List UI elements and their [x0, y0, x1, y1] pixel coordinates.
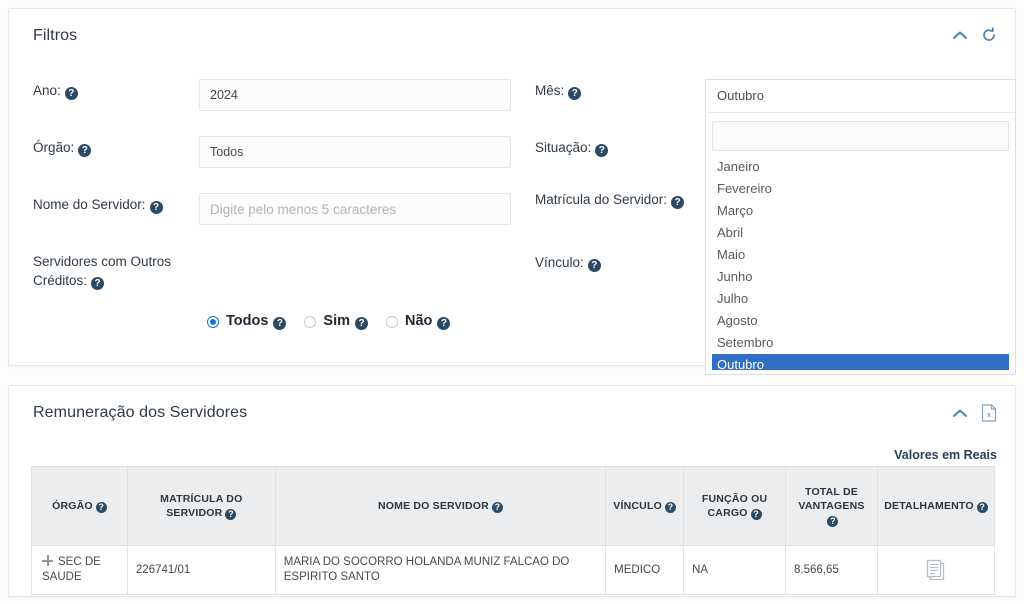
- label-orgao: Órgão:?: [33, 138, 92, 157]
- excel-export-icon[interactable]: x: [981, 404, 997, 422]
- col-header-detalhamento[interactable]: DETALHAMENTO?: [876, 466, 996, 546]
- mes-select-display[interactable]: Outubro: [705, 79, 1016, 112]
- help-icon-orgao[interactable]: ?: [78, 144, 92, 157]
- help-icon-outros-creditos[interactable]: ?: [91, 277, 105, 290]
- table-header-row: ÓRGÃO? MATRÍCULA DO SERVIDOR? NOME DO SE…: [31, 466, 996, 546]
- expand-plus-icon[interactable]: [42, 555, 53, 566]
- radio-nao[interactable]: [386, 315, 399, 328]
- help-icon-col-nome[interactable]: ?: [491, 502, 503, 513]
- radio-todos[interactable]: [207, 315, 219, 328]
- radio-sim[interactable]: [304, 315, 317, 328]
- label-vinculo: Vínculo:?: [535, 253, 601, 272]
- filtros-panel: Filtros Ano:? Órgão:? N: [8, 8, 1016, 375]
- filtros-panel-actions: [952, 27, 997, 43]
- help-icon-col-total-vantagens[interactable]: ?: [827, 516, 839, 527]
- cell-matricula: 226741/01: [126, 545, 276, 595]
- table-row: SEC DE SAUDE 226741/01 MARIA DO SOCORRO …: [31, 545, 996, 595]
- filtros-panel-title: Filtros: [33, 27, 78, 44]
- help-icon-vinculo[interactable]: ?: [587, 259, 601, 272]
- mes-dropdown-option-list[interactable]: Janeiro Fevereiro Março Abril Maio Junho…: [712, 156, 1009, 370]
- help-icon-radio-sim[interactable]: ?: [355, 317, 369, 330]
- col-header-vinculo[interactable]: VÍNCULO?: [605, 466, 685, 546]
- cell-vinculo: MEDICO: [605, 545, 685, 595]
- remuneracao-table: ÓRGÃO? MATRÍCULA DO SERVIDOR? NOME DO SE…: [31, 466, 996, 595]
- chevron-up-icon[interactable]: [952, 407, 968, 419]
- help-icon-radio-nao[interactable]: ?: [437, 317, 451, 330]
- mes-select-wrapper: Outubro Janeiro Fevereiro Março Abril Ma…: [705, 79, 1016, 375]
- cell-detalhamento: [876, 545, 996, 595]
- document-icon[interactable]: [925, 558, 947, 582]
- col-header-total-vantagens[interactable]: TOTAL DE VANTAGENS?: [785, 466, 878, 546]
- help-icon-col-detalhamento[interactable]: ?: [976, 502, 988, 513]
- help-icon-radio-todos[interactable]: ?: [273, 317, 287, 330]
- radio-item-sim[interactable]: Sim?: [304, 313, 369, 330]
- radio-label-nao: Não: [405, 313, 433, 329]
- valores-em-reais-note: Valores em Reais: [894, 448, 997, 462]
- label-nome-servidor: Nome do Servidor:?: [33, 195, 163, 214]
- table-head: ÓRGÃO? MATRÍCULA DO SERVIDOR? NOME DO SE…: [31, 466, 996, 546]
- col-header-orgao[interactable]: ÓRGÃO?: [31, 466, 128, 546]
- mes-option[interactable]: Setembro: [717, 335, 774, 350]
- remuneracao-panel: Remuneração dos Servidores x Valores em …: [8, 385, 1016, 597]
- mes-option[interactable]: Julho: [717, 291, 749, 306]
- mes-option-selected[interactable]: Outubro: [712, 354, 1009, 370]
- label-situacao: Situação:?: [535, 138, 609, 157]
- radio-item-todos[interactable]: Todos?: [207, 313, 287, 330]
- mes-option[interactable]: Maio: [717, 247, 746, 262]
- help-icon-ano[interactable]: ?: [64, 87, 78, 100]
- help-icon-mes[interactable]: ?: [568, 87, 582, 100]
- radio-item-nao[interactable]: Não?: [386, 313, 451, 330]
- mes-option[interactable]: Abril: [717, 225, 744, 240]
- cell-total-vantagens: 8.566,65: [785, 545, 878, 595]
- help-icon-col-orgao[interactable]: ?: [95, 502, 107, 513]
- help-icon-matricula[interactable]: ?: [671, 196, 685, 209]
- mes-option[interactable]: Fevereiro: [717, 181, 772, 196]
- help-icon-col-matricula[interactable]: ?: [225, 509, 237, 520]
- help-icon-nome-servidor[interactable]: ?: [149, 201, 163, 214]
- refresh-icon[interactable]: [981, 27, 997, 43]
- cell-orgao-text: SEC DE SAUDE: [42, 556, 101, 583]
- help-icon-situacao[interactable]: ?: [595, 144, 609, 157]
- cell-funcao: NA: [683, 545, 786, 595]
- mes-option[interactable]: Janeiro: [717, 159, 760, 174]
- mes-dropdown-search-input[interactable]: [712, 121, 1009, 151]
- orgao-input[interactable]: [199, 136, 511, 168]
- remuneracao-panel-actions: x: [952, 404, 997, 422]
- svg-text:x: x: [987, 412, 991, 419]
- cell-nome: MARIA DO SOCORRO HOLANDA MUNIZ FALCAO DO…: [274, 545, 607, 595]
- table-body: SEC DE SAUDE 226741/01 MARIA DO SOCORRO …: [31, 545, 996, 595]
- mes-option[interactable]: Junho: [717, 269, 753, 284]
- col-header-nome[interactable]: NOME DO SERVIDOR?: [274, 466, 607, 546]
- col-header-funcao[interactable]: FUNÇÃO OU CARGO?: [683, 466, 786, 546]
- outros-creditos-radio-group[interactable]: Todos? Sim? Não?: [207, 313, 468, 330]
- cell-orgao: SEC DE SAUDE: [31, 545, 128, 595]
- label-mes: Mês:?: [535, 81, 582, 100]
- radio-label-sim: Sim: [323, 313, 351, 329]
- remuneracao-panel-title: Remuneração dos Servidores: [33, 404, 248, 421]
- label-matricula: Matrícula do Servidor:?: [535, 190, 685, 209]
- mes-option[interactable]: Março: [717, 203, 754, 218]
- nome-servidor-input[interactable]: [199, 193, 511, 225]
- mes-option[interactable]: Agosto: [717, 313, 758, 328]
- chevron-up-icon[interactable]: [952, 29, 968, 41]
- col-header-matricula[interactable]: MATRÍCULA DO SERVIDOR?: [126, 466, 276, 546]
- ano-input[interactable]: [199, 79, 511, 111]
- help-icon-col-vinculo[interactable]: ?: [664, 502, 676, 513]
- mes-dropdown-panel: Janeiro Fevereiro Março Abril Maio Junho…: [705, 112, 1016, 375]
- radio-label-todos: Todos: [226, 313, 269, 329]
- label-ano: Ano:?: [33, 81, 78, 100]
- help-icon-col-funcao[interactable]: ?: [750, 509, 762, 520]
- label-outros-creditos: Servidores com Outros Créditos:?: [33, 254, 172, 290]
